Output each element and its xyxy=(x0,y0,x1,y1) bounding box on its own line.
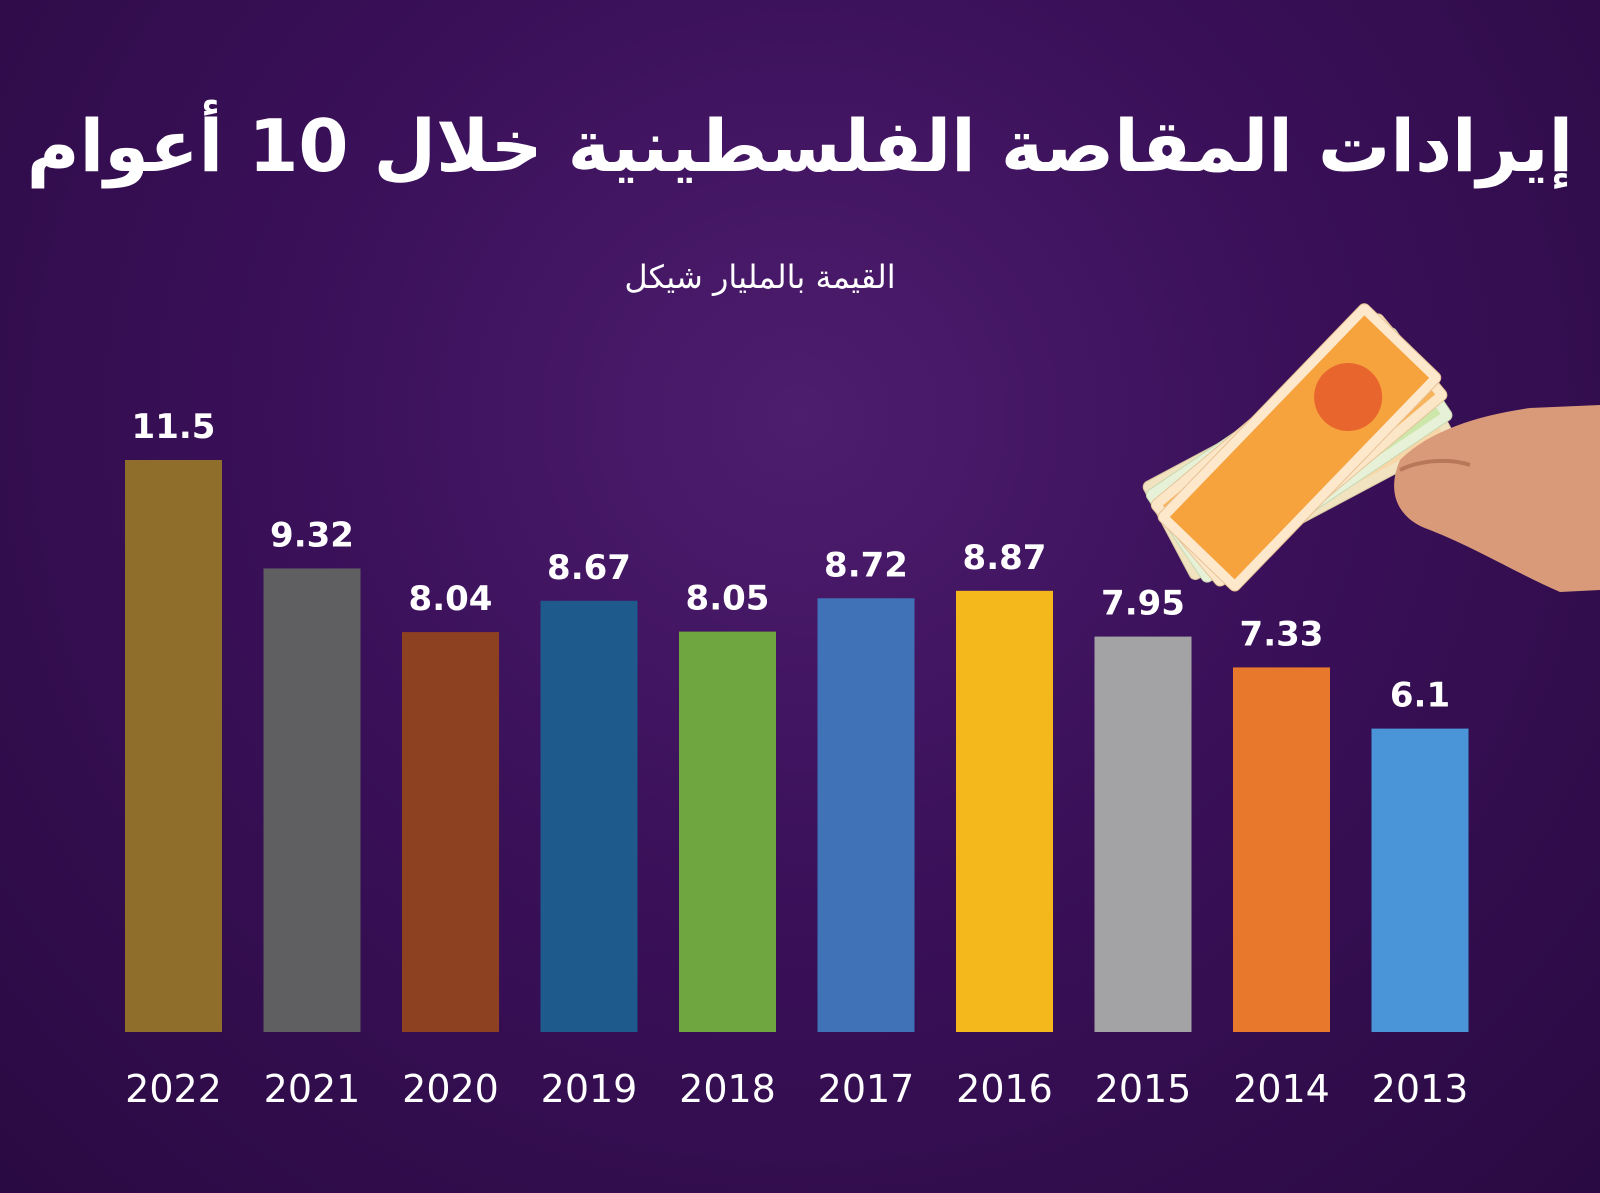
value-label-2016: 8.87 xyxy=(963,538,1047,578)
category-label-2015: 2015 xyxy=(1095,1067,1192,1111)
bar-2017 xyxy=(817,598,915,1032)
banknotes-hand-illustration xyxy=(1142,303,1600,592)
category-label-2017: 2017 xyxy=(818,1067,915,1111)
value-label-2015: 7.95 xyxy=(1101,584,1185,624)
category-label-2014: 2014 xyxy=(1233,1067,1330,1111)
value-label-2022: 11.5 xyxy=(132,407,216,447)
value-label-2020: 8.04 xyxy=(409,579,493,619)
bar-2020 xyxy=(402,632,499,1032)
category-label-2019: 2019 xyxy=(541,1067,638,1111)
bar-2019 xyxy=(540,600,638,1032)
value-label-2019: 8.67 xyxy=(547,548,631,588)
category-label-2016: 2016 xyxy=(956,1067,1053,1111)
category-label-2018: 2018 xyxy=(679,1067,776,1111)
category-label-2022: 2022 xyxy=(125,1067,222,1111)
chart-subtitle: القيمة بالمليار شيكل xyxy=(624,258,896,296)
bar-2018 xyxy=(679,631,776,1032)
bar-2014 xyxy=(1233,667,1330,1032)
value-label-2014: 7.33 xyxy=(1240,614,1324,654)
bar-2021 xyxy=(263,568,361,1032)
value-label-2013: 6.1 xyxy=(1390,676,1450,716)
category-label-2013: 2013 xyxy=(1372,1067,1469,1111)
value-label-2017: 8.72 xyxy=(824,545,908,585)
chart-title: إيرادات المقاصة الفلسطينية خلال 10 أعوام xyxy=(26,104,1574,188)
bar-2022 xyxy=(125,460,222,1032)
bar-2016 xyxy=(956,590,1053,1032)
category-label-2021: 2021 xyxy=(264,1067,361,1111)
bar-2013 xyxy=(1371,728,1469,1032)
bar-2015 xyxy=(1094,636,1192,1032)
value-label-2018: 8.05 xyxy=(686,579,770,619)
value-label-2021: 9.32 xyxy=(270,515,354,555)
category-label-2020: 2020 xyxy=(402,1067,499,1111)
